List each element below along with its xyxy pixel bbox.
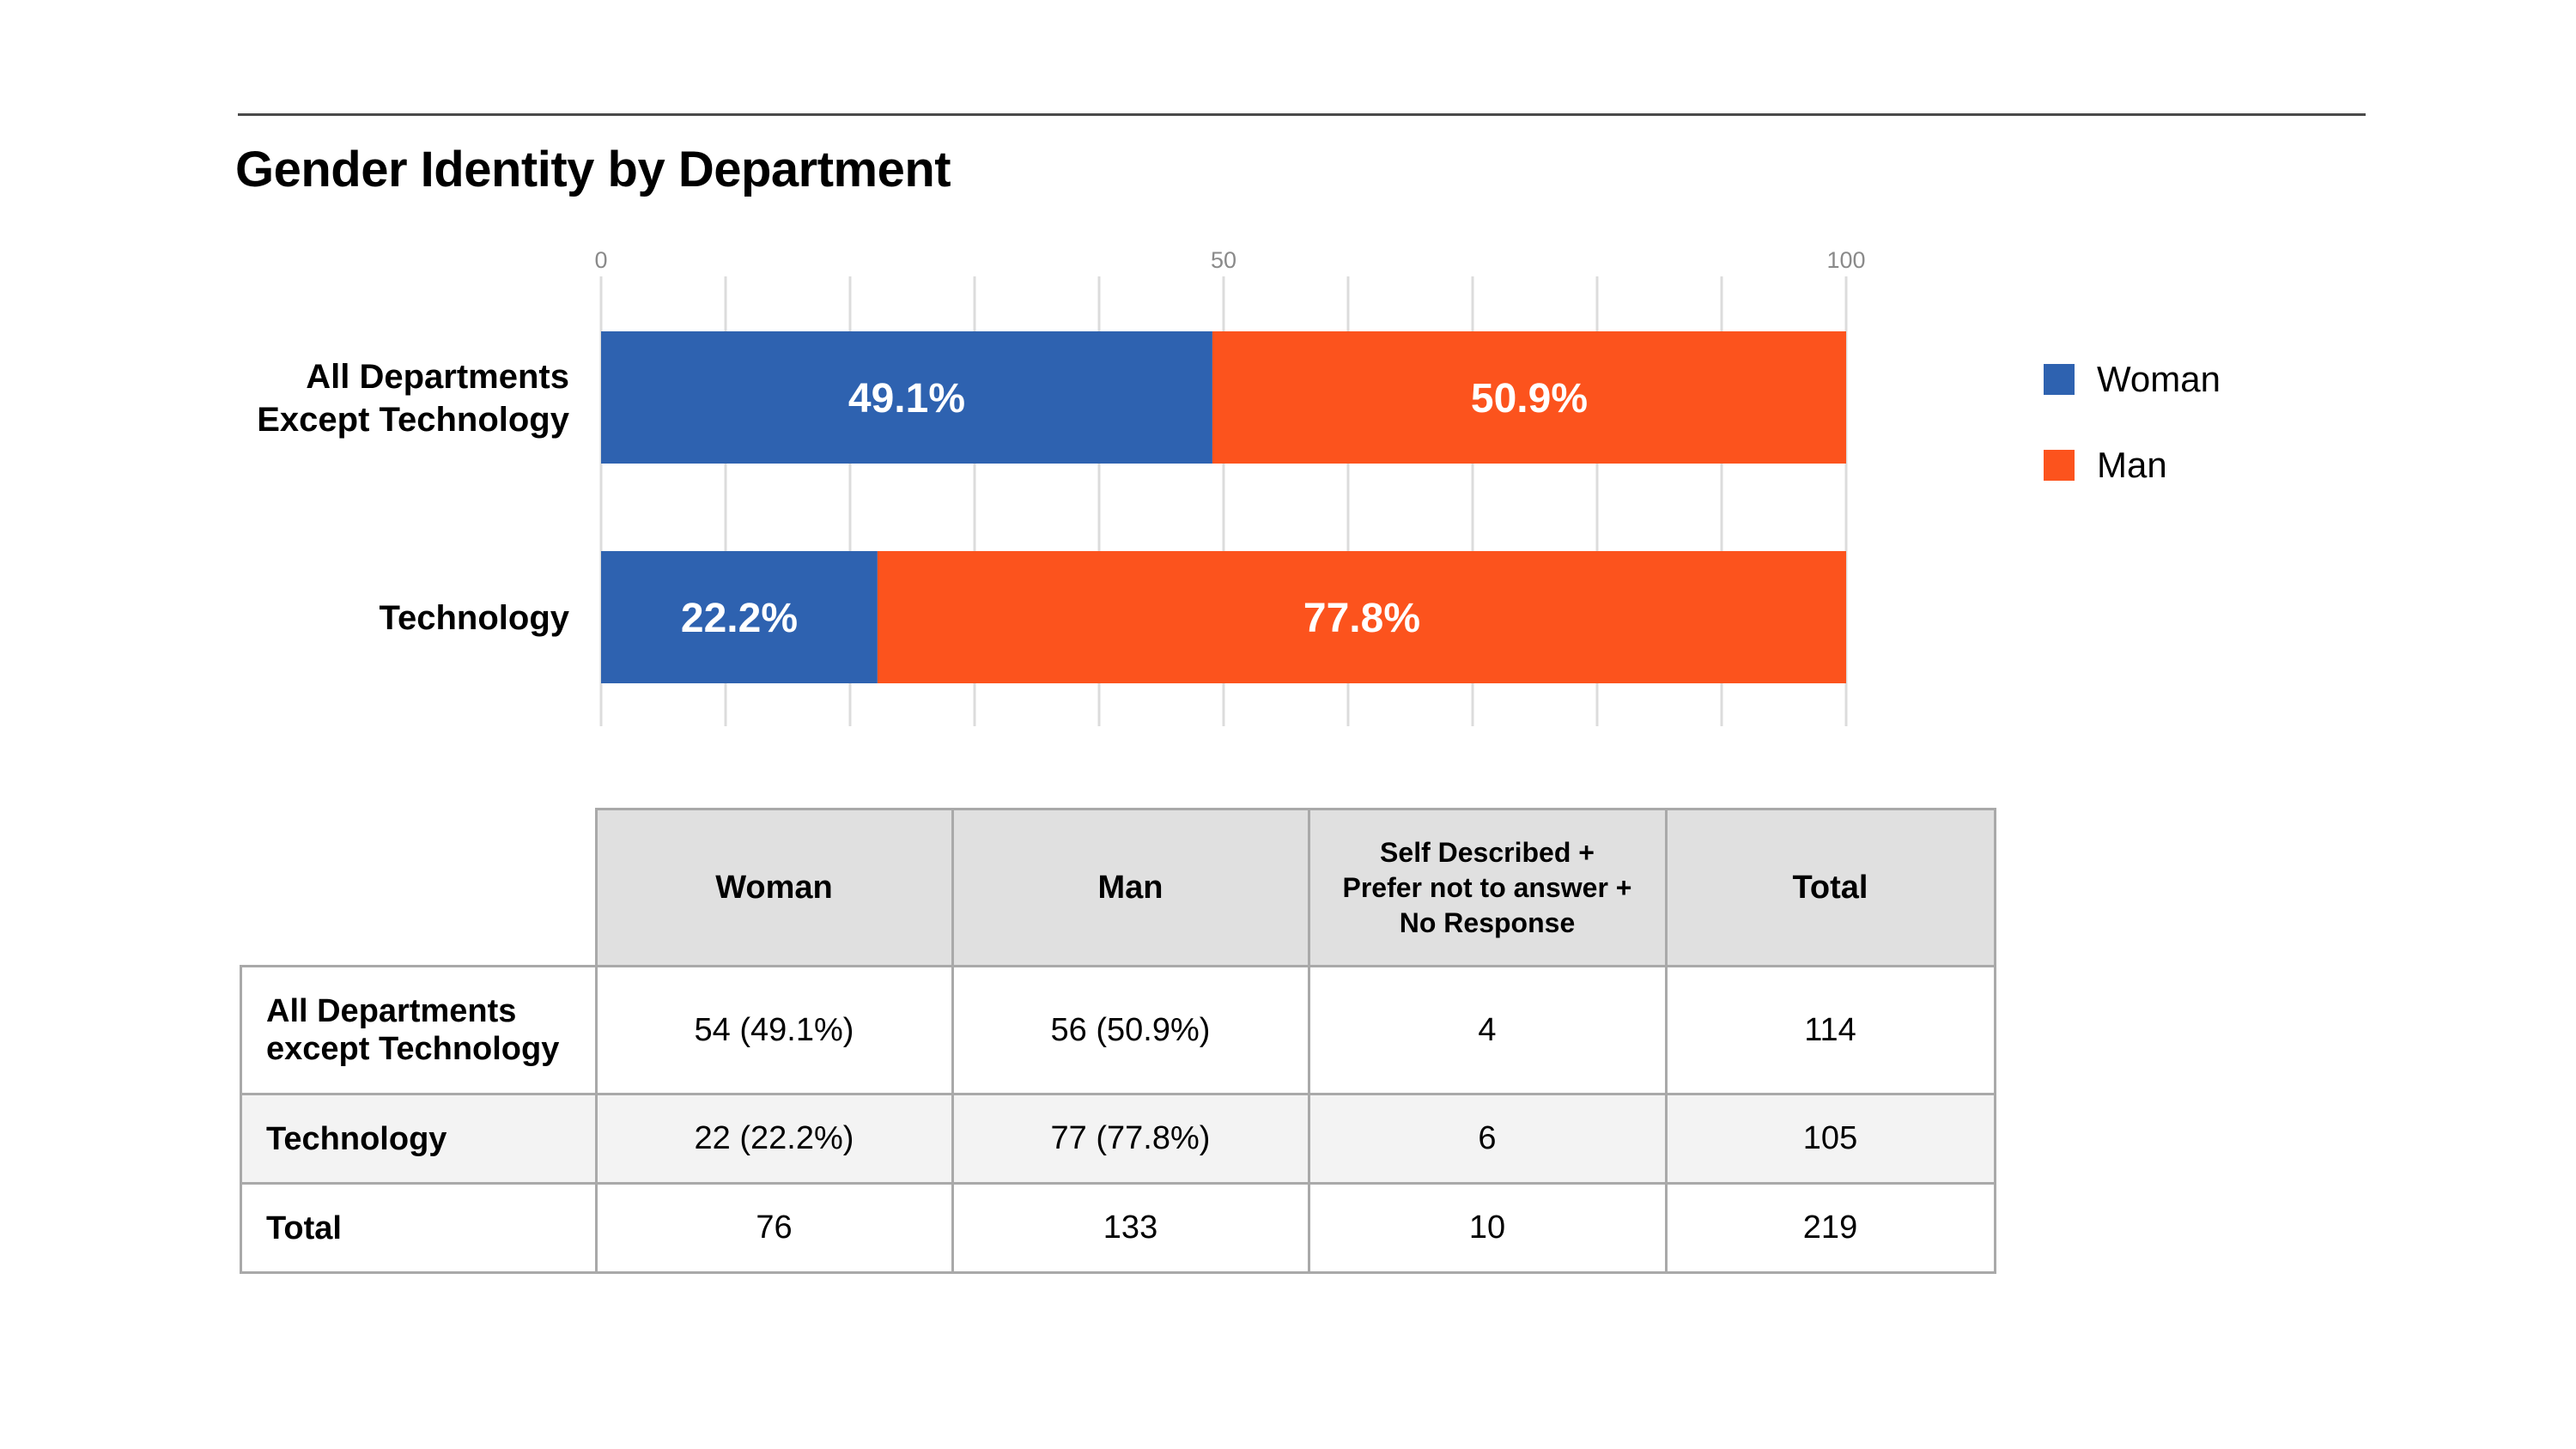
bar-man-0 (1212, 331, 1846, 464)
table-row-label: Total (240, 1182, 598, 1274)
bar-man-1 (877, 551, 1846, 683)
table-row-label: Technology (240, 1093, 598, 1185)
data-label: 49.1% (848, 376, 965, 421)
legend-swatch-woman (2044, 364, 2075, 395)
gender-data-table: Woman Man Self Described + Prefer not to… (240, 808, 1996, 1274)
title-divider (238, 113, 2366, 116)
table-cell: 10 (1307, 1182, 1668, 1274)
table-row: Total 76 133 10 219 (240, 1182, 1996, 1274)
table-header-total: Total (1664, 808, 1996, 967)
table-cell: 105 (1664, 1093, 1996, 1185)
legend-swatch-man (2044, 450, 2075, 481)
table-row: All Departments except Technology 54 (49… (240, 965, 1996, 1095)
table-cell: 6 (1307, 1093, 1668, 1185)
table-cell: 133 (951, 1182, 1310, 1274)
x-tick-label: 50 (1211, 247, 1236, 273)
table-cell: 56 (50.9%) (951, 965, 1310, 1095)
table-cell: 54 (49.1%) (594, 965, 954, 1095)
table-cell: 22 (22.2%) (594, 1093, 954, 1185)
legend-item-man: Man (2044, 440, 2221, 491)
table-header-woman: Woman (594, 808, 954, 967)
table-cell: 4 (1307, 965, 1668, 1095)
data-label: 22.2% (681, 596, 798, 641)
page-title: Gender Identity by Department (235, 142, 951, 197)
x-tick-label: 0 (594, 247, 607, 273)
table-header-row: Woman Man Self Described + Prefer not to… (241, 808, 1996, 967)
table-header-other: Self Described + Prefer not to answer + … (1307, 808, 1668, 967)
stacked-bar-chart: 0 50 100 49.1% 50.9% All Departments Except Te… (257, 247, 1866, 726)
table-cell: 114 (1664, 965, 1996, 1095)
table-row-label: All Departments except Technology (240, 965, 598, 1095)
table-cell: 219 (1664, 1182, 1996, 1274)
legend-item-woman: Woman (2044, 354, 2221, 405)
data-label: 50.9% (1471, 376, 1588, 421)
table-header-blank (241, 809, 597, 967)
legend-label-man: Man (2097, 445, 2167, 485)
table-cell: 77 (77.8%) (951, 1093, 1310, 1185)
data-label: 77.8% (1303, 596, 1420, 641)
category-label: Technology (380, 599, 570, 637)
category-label: All Departments Except Technology (257, 358, 570, 439)
chart-legend: Woman Man (2044, 354, 2221, 525)
table-row: Technology 22 (22.2%) 77 (77.8%) 6 105 (240, 1093, 1996, 1185)
x-tick-label: 100 (1826, 247, 1865, 273)
legend-label-woman: Woman (2097, 359, 2221, 399)
table-cell: 76 (594, 1182, 954, 1274)
bar-woman-1 (601, 551, 878, 683)
table-header-man: Man (951, 808, 1310, 967)
bar-woman-0 (601, 331, 1212, 464)
